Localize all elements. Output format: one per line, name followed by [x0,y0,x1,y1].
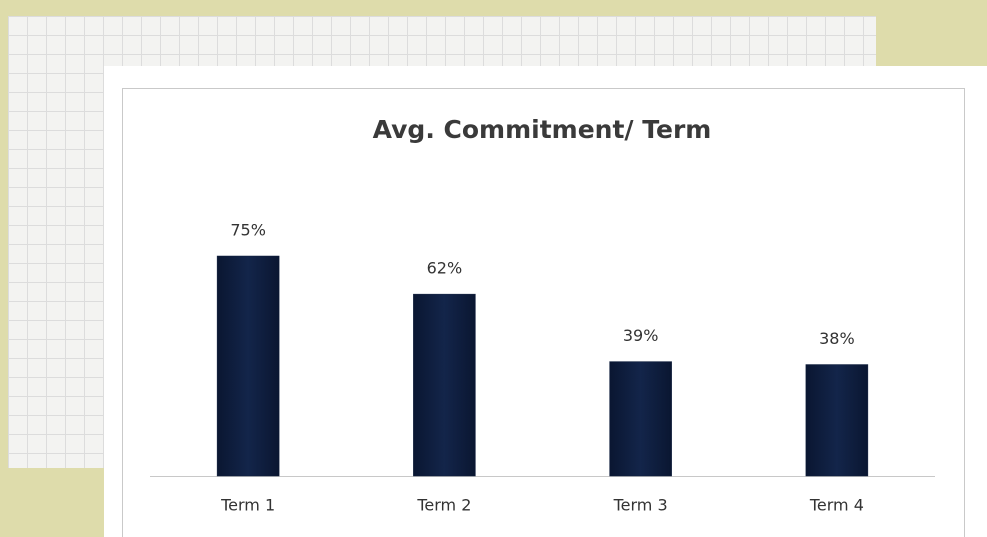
data-label: 38% [819,329,855,348]
x-tick-label: Term 2 [416,496,471,515]
bar [805,364,869,477]
x-tick-label: Term 3 [613,496,668,515]
x-tick-label: Term 1 [220,496,275,515]
bar [216,255,280,477]
bar [413,293,476,477]
data-label: 62% [427,259,463,278]
x-tick-label: Term 4 [809,496,864,515]
data-label: 75% [230,221,266,240]
data-label: 39% [623,326,659,345]
bar [609,361,672,477]
chart-title: Avg. Commitment/ Term [373,115,712,144]
